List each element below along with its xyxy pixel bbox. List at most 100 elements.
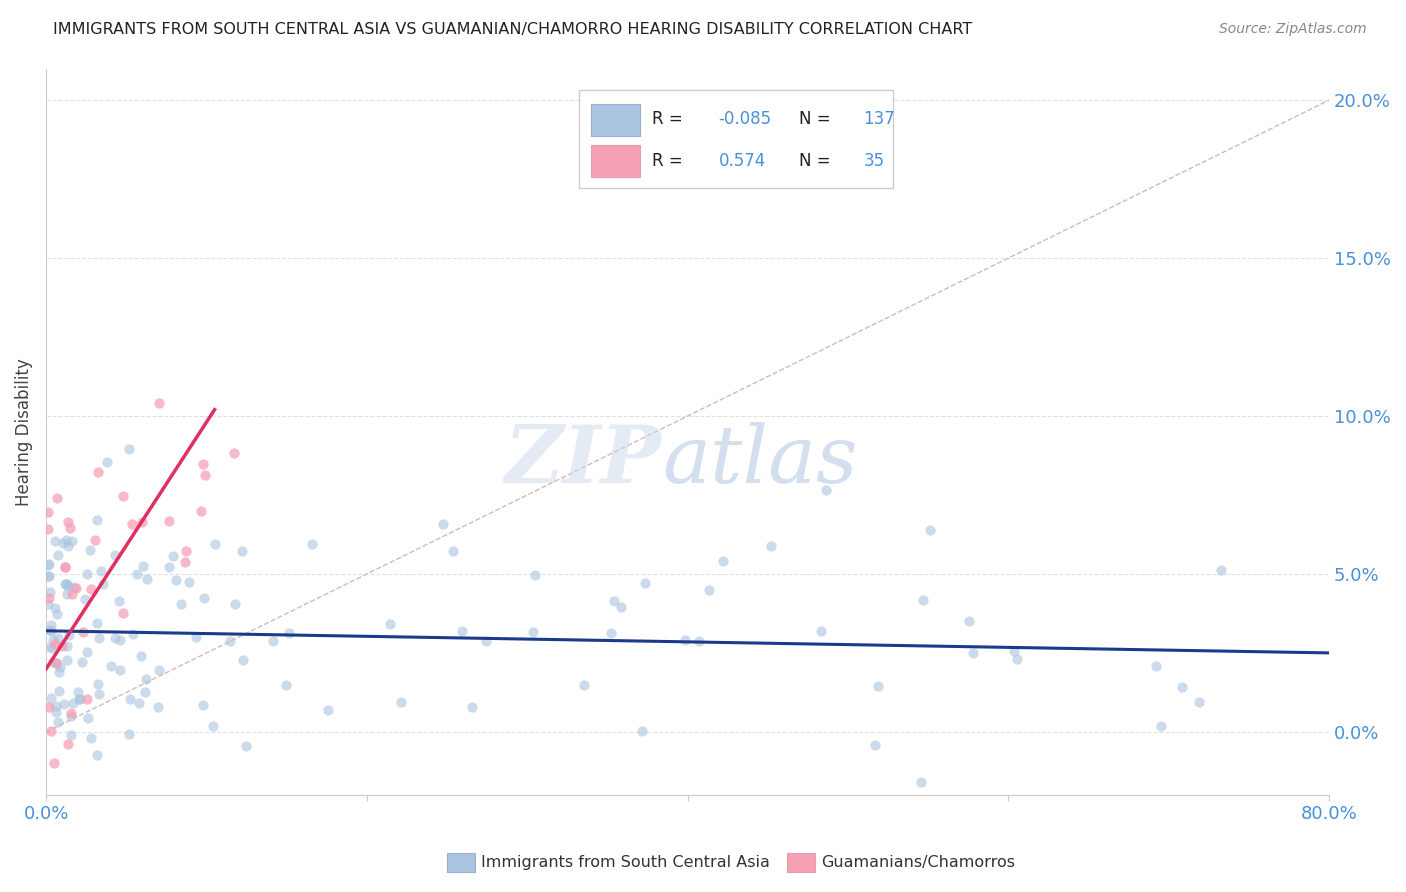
Point — [86, 747, 108, 762]
Point — [38, 640, 60, 654]
Text: R =: R = — [652, 111, 682, 128]
Point — [118, 692, 141, 706]
Point — [58, 515, 80, 529]
Point — [108, 594, 131, 608]
Y-axis label: Hearing Disability: Hearing Disability — [15, 358, 32, 506]
Point — [72, 624, 94, 639]
Point — [522, 625, 544, 640]
Point — [38, 591, 60, 605]
Point — [38, 558, 60, 572]
Point — [87, 677, 110, 691]
Point — [44, 534, 66, 549]
Point — [962, 647, 984, 661]
Point — [1150, 718, 1173, 732]
Point — [108, 663, 131, 677]
Point — [378, 617, 401, 632]
Point — [39, 624, 62, 638]
Point — [48, 714, 70, 729]
Point — [42, 655, 65, 669]
Point — [70, 655, 93, 669]
Point — [112, 490, 135, 504]
Point — [59, 706, 82, 721]
Point — [60, 728, 83, 742]
Point — [761, 539, 783, 553]
Point — [910, 775, 932, 789]
Point — [631, 724, 654, 739]
Point — [52, 697, 75, 711]
Text: R =: R = — [652, 152, 682, 169]
Point — [191, 457, 214, 471]
Point — [129, 648, 152, 663]
Point — [46, 548, 69, 562]
Point — [45, 656, 67, 670]
Point — [957, 614, 980, 628]
Point — [37, 505, 59, 519]
Text: IMMIGRANTS FROM SOUTH CENTRAL ASIA VS GUAMANIAN/CHAMORRO HEARING DISABILITY CORR: IMMIGRANTS FROM SOUTH CENTRAL ASIA VS GU… — [53, 22, 973, 37]
Point — [634, 575, 657, 590]
Point — [45, 705, 67, 719]
Point — [134, 684, 156, 698]
Point — [73, 592, 96, 607]
Point — [162, 549, 184, 563]
Point — [86, 513, 108, 527]
Point — [810, 624, 832, 638]
Point — [218, 634, 240, 648]
Point — [46, 491, 69, 506]
Point — [44, 636, 66, 650]
Point — [87, 466, 110, 480]
Point — [42, 756, 65, 771]
Point — [58, 737, 80, 751]
Point — [814, 483, 837, 497]
Point — [79, 543, 101, 558]
Point — [232, 653, 254, 667]
Point — [53, 577, 76, 591]
Point — [55, 587, 77, 601]
Point — [80, 582, 103, 596]
Point — [278, 625, 301, 640]
Point — [1144, 659, 1167, 673]
Point — [866, 679, 889, 693]
Point — [55, 577, 77, 591]
Point — [53, 559, 76, 574]
Point — [67, 692, 90, 706]
Point — [204, 536, 226, 550]
Point — [121, 627, 143, 641]
Point — [131, 515, 153, 529]
Point — [461, 699, 484, 714]
Point — [79, 731, 101, 746]
Text: 137: 137 — [863, 111, 896, 128]
Point — [76, 566, 98, 581]
Point — [59, 520, 82, 534]
Point — [63, 580, 86, 594]
Point — [135, 673, 157, 687]
Point — [96, 455, 118, 469]
Point — [610, 599, 633, 614]
Point — [56, 639, 79, 653]
Text: N =: N = — [799, 152, 831, 169]
Bar — [592, 104, 640, 136]
Point — [55, 577, 77, 591]
Point — [523, 567, 546, 582]
Point — [128, 696, 150, 710]
Point — [202, 719, 225, 733]
Point — [39, 724, 62, 739]
Point — [66, 685, 89, 699]
Text: 35: 35 — [863, 152, 884, 169]
Point — [58, 579, 80, 593]
Point — [193, 591, 215, 605]
Point — [90, 564, 112, 578]
Point — [450, 624, 472, 638]
Point — [121, 517, 143, 532]
Point — [38, 623, 60, 637]
Point — [86, 615, 108, 630]
Point — [711, 553, 734, 567]
Point — [41, 641, 63, 656]
Point — [37, 558, 59, 572]
Point — [148, 663, 170, 677]
Point — [46, 607, 69, 621]
Point — [157, 560, 180, 574]
Text: Source: ZipAtlas.com: Source: ZipAtlas.com — [1219, 22, 1367, 37]
Text: -0.085: -0.085 — [718, 111, 772, 128]
Point — [51, 639, 73, 653]
Point — [37, 522, 59, 536]
